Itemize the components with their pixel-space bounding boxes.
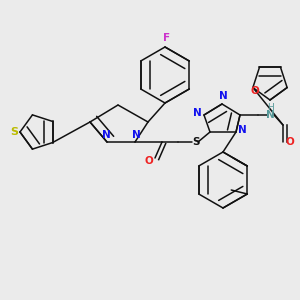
Text: N: N [219, 91, 227, 101]
Text: F: F [164, 33, 171, 43]
Text: O: O [250, 85, 259, 96]
Text: N: N [193, 108, 201, 118]
Text: H: H [267, 103, 273, 112]
Text: N: N [102, 130, 110, 140]
Text: S: S [10, 127, 18, 137]
Text: S: S [192, 137, 200, 147]
Text: N: N [132, 130, 140, 140]
Text: O: O [145, 156, 153, 166]
Text: O: O [286, 137, 294, 147]
Text: N: N [238, 125, 246, 135]
Text: N: N [266, 110, 274, 120]
